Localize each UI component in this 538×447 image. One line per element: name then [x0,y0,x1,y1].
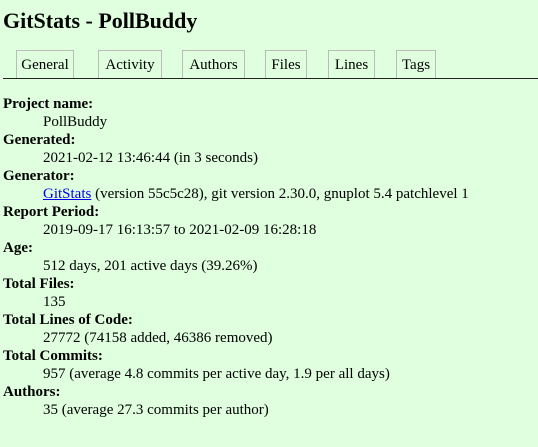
total-files-label: Total Files: [3,276,75,292]
total-commits-value: 957 (average 4.8 commits per active day,… [43,366,390,382]
report-period-value: 2019-09-17 16:13:57 to 2021-02-09 16:28:… [43,222,317,238]
generator-value: GitStats (version 55c5c28), git version … [43,185,533,203]
total-commits-label: Total Commits: [3,348,103,364]
tab-general[interactable]: General [16,50,74,78]
total-loc-label: Total Lines of Code: [3,312,133,328]
gitstats-link[interactable]: GitStats [43,186,92,202]
tab-authors[interactable]: Authors [182,50,245,78]
age-value: 512 days, 201 active days (39.26%) [43,258,258,274]
age-label: Age: [3,240,33,256]
generator-label: Generator: [3,168,75,184]
general-info-list: Project name: PollBuddy Generated: 2021-… [3,95,533,419]
page-title: GitStats - PollBuddy [3,8,198,33]
authors-value: 35 (average 27.3 commits per author) [43,402,269,418]
authors-label: Authors: [3,384,61,400]
total-loc-value: 27772 (74158 added, 46386 removed) [43,330,273,346]
tab-tags[interactable]: Tags [396,50,436,78]
generated-label: Generated: [3,132,76,148]
total-files-value: 135 [43,294,66,310]
project-name-value: PollBuddy [43,114,108,130]
generated-value: 2021-02-12 13:46:44 (in 3 seconds) [43,150,258,166]
tab-activity[interactable]: Activity [98,50,162,78]
tab-lines[interactable]: Lines [328,50,375,78]
project-name-label: Project name: [3,96,94,112]
report-period-label: Report Period: [3,204,100,220]
generator-details: (version 55c5c28), git version 2.30.0, g… [91,186,469,202]
tab-files[interactable]: Files [265,50,307,78]
nav-divider [3,78,538,79]
